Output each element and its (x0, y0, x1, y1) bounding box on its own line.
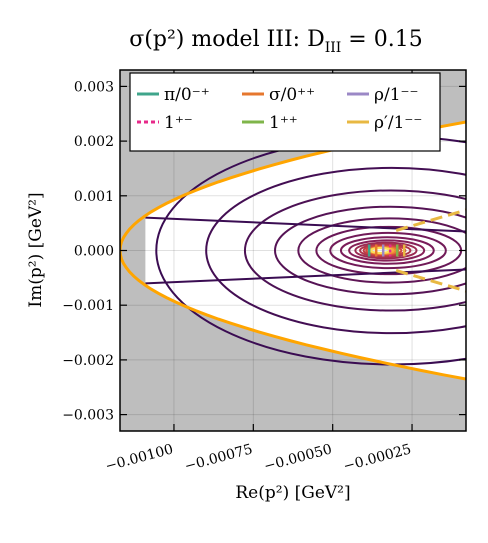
contour-line (145, 216, 466, 233)
chart-title: σ(p²) model III: DIII = 0.15 (129, 27, 422, 56)
rho-prime-branch (395, 269, 466, 293)
contour-line (145, 268, 466, 285)
x-tick-label: −0.00100 (104, 441, 175, 474)
x-tick-label: −0.00075 (183, 441, 254, 474)
rho-prime-branch (395, 208, 466, 232)
legend: π/0⁻⁺ σ/0⁺⁺ ρ/1⁻⁻ 1⁺⁻ 1⁺⁺ ρ′/1⁻⁻ (129, 72, 441, 152)
x-tick-label: −0.00050 (262, 441, 333, 474)
y-tick-label: 0.000 (74, 244, 114, 260)
contour-line (329, 231, 447, 270)
x-axis-title: Re(p²) [GeV²] (235, 483, 350, 503)
x-tick-label: −0.00025 (342, 441, 413, 474)
legend-label: 1⁺⁻ (164, 113, 193, 133)
legend-label: ρ′/1⁻⁻ (374, 113, 422, 133)
contour-line (274, 205, 466, 296)
contour-line (243, 189, 466, 312)
contour-line (339, 236, 435, 265)
contour-line (205, 166, 466, 335)
y-tick-label: 0.001 (74, 189, 114, 205)
y-tick-label: 0.003 (74, 79, 114, 95)
y-tick-label: −0.002 (62, 353, 114, 369)
y-axis-title: Im(p²) [GeV²] (26, 192, 46, 307)
boundary-curve (120, 120, 466, 381)
legend-box (129, 72, 441, 152)
contour-line (359, 243, 412, 258)
y-tick-label: −0.003 (62, 408, 114, 424)
legend-label: σ/0⁺⁺ (269, 85, 315, 105)
contour-line (348, 239, 426, 262)
y-tick-label: −0.001 (62, 298, 114, 314)
contour-line (354, 241, 418, 260)
y-tick-label: 0.002 (74, 134, 114, 150)
contour-line (297, 217, 466, 284)
unsampled-region (120, 215, 146, 286)
legend-label: 1⁺⁺ (269, 113, 298, 133)
legend-label: π/0⁻⁺ (164, 85, 210, 105)
legend-label: ρ/1⁻⁻ (374, 85, 418, 105)
